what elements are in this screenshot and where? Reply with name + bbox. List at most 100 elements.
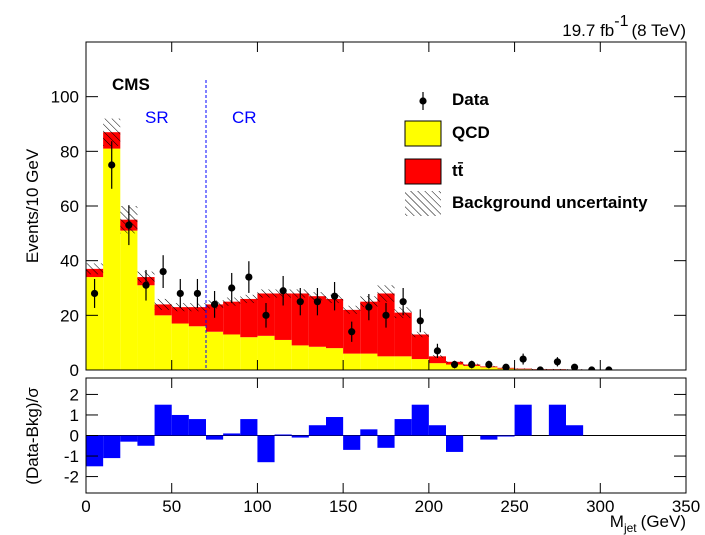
uncertainty-band: [343, 305, 361, 314]
data-point: [159, 268, 167, 276]
experiment-label: CMS: [112, 75, 150, 94]
x-axis-title: Mjet (GeV): [610, 512, 686, 535]
stack-bar: [411, 334, 429, 360]
pull-bar: [480, 435, 498, 440]
legend-data-marker: [419, 97, 427, 105]
data-point: [262, 311, 270, 319]
stack-bar: [377, 356, 395, 370]
stack-bar: [360, 301, 378, 354]
data-point: [176, 289, 184, 298]
data-point: [313, 298, 322, 306]
stack-bar: [428, 363, 446, 370]
y-axis-title: Events/10 GeV: [23, 148, 42, 263]
stack-bar: [291, 293, 309, 346]
stack-bar: [360, 353, 378, 370]
data-point: [365, 303, 373, 311]
pull-bar: [274, 434, 292, 436]
stack-bar: [257, 335, 275, 370]
stack-bar: [154, 315, 172, 370]
legend-label: QCD: [452, 123, 490, 142]
y-tick-label: 20: [60, 306, 79, 325]
pull-bar: [308, 425, 326, 436]
stack-bar: [240, 298, 258, 338]
pull-bar: [171, 414, 189, 436]
pull-bar: [548, 404, 566, 436]
stack-bar: [308, 346, 326, 370]
y-tick-label: 0: [70, 427, 79, 446]
x-tick-label: 150: [329, 497, 357, 516]
data-point: [330, 292, 339, 300]
pull-bar: [394, 419, 412, 436]
stack-bar: [223, 301, 241, 335]
stack-bar: [223, 334, 241, 370]
pull-bar: [137, 435, 155, 446]
pull-bar: [86, 435, 104, 467]
cr-label: CR: [232, 108, 257, 127]
stack-bar: [86, 277, 104, 370]
uncertainty-band: [411, 331, 429, 338]
pull-bar: [497, 435, 515, 437]
pull-bar: [223, 433, 241, 436]
data-point: [245, 273, 253, 281]
data-point: [90, 289, 99, 298]
y-tick-label: 0: [70, 361, 79, 380]
uncertainty-band: [514, 368, 532, 369]
pull-bar: [377, 435, 395, 448]
stack-bar: [326, 348, 344, 370]
data-point: [228, 284, 236, 292]
legend-swatch: [405, 191, 441, 216]
x-tick-label: 250: [500, 497, 528, 516]
pull-bar: [103, 435, 121, 459]
data-point: [382, 311, 390, 319]
x-tick-label: 100: [243, 497, 271, 516]
stack-bar: [308, 296, 326, 347]
stack-bar: [343, 353, 361, 370]
y-tick-label: 60: [60, 197, 79, 216]
data-point: [502, 363, 510, 370]
pull-bar: [326, 417, 344, 436]
data-point: [588, 366, 596, 370]
pull-bar: [257, 435, 275, 463]
data-point: [399, 298, 407, 306]
stack-bar: [171, 323, 189, 370]
legend-swatch: [404, 158, 442, 185]
stack-bar: [514, 368, 532, 370]
legend-label: Background uncertainty: [452, 193, 648, 212]
x-tick-label: 200: [415, 497, 443, 516]
data-point: [142, 281, 150, 289]
x-tick-label: 50: [162, 497, 181, 516]
lumi-exponent: -1: [614, 13, 628, 30]
pull-bar: [428, 425, 446, 436]
data-point: [485, 360, 493, 369]
data-point: [450, 360, 459, 369]
pull-bar: [411, 404, 429, 436]
stack-bar: [394, 312, 412, 357]
data-point: [125, 221, 133, 229]
stack-bar: [411, 359, 429, 370]
uncertainty-band: [240, 294, 258, 304]
stack-bar: [206, 331, 224, 370]
sr-label: SR: [145, 108, 169, 127]
stack-bar: [120, 230, 138, 370]
data-point: [108, 161, 116, 169]
stack-bar: [428, 356, 446, 364]
pull-bar: [206, 435, 224, 440]
x-tick-label: 350: [672, 497, 700, 516]
y-tick-label: 1: [70, 406, 79, 425]
x-title-unit: (GeV): [641, 512, 686, 531]
pull-bar: [291, 435, 309, 438]
stack-bar: [137, 285, 155, 370]
x-tick-label: 0: [81, 497, 90, 516]
pull-bar: [343, 435, 361, 450]
pull-bar: [360, 429, 378, 436]
x-title-main: M: [610, 512, 624, 531]
data-point: [553, 358, 562, 366]
stack-bar: [291, 345, 309, 370]
lumi-label: 19.7 fb-1 (8 TeV): [562, 13, 686, 40]
uncertainty-band: [86, 263, 104, 275]
panel-1: [86, 404, 686, 467]
pull-bar: [120, 435, 138, 442]
data-point: [193, 289, 202, 298]
